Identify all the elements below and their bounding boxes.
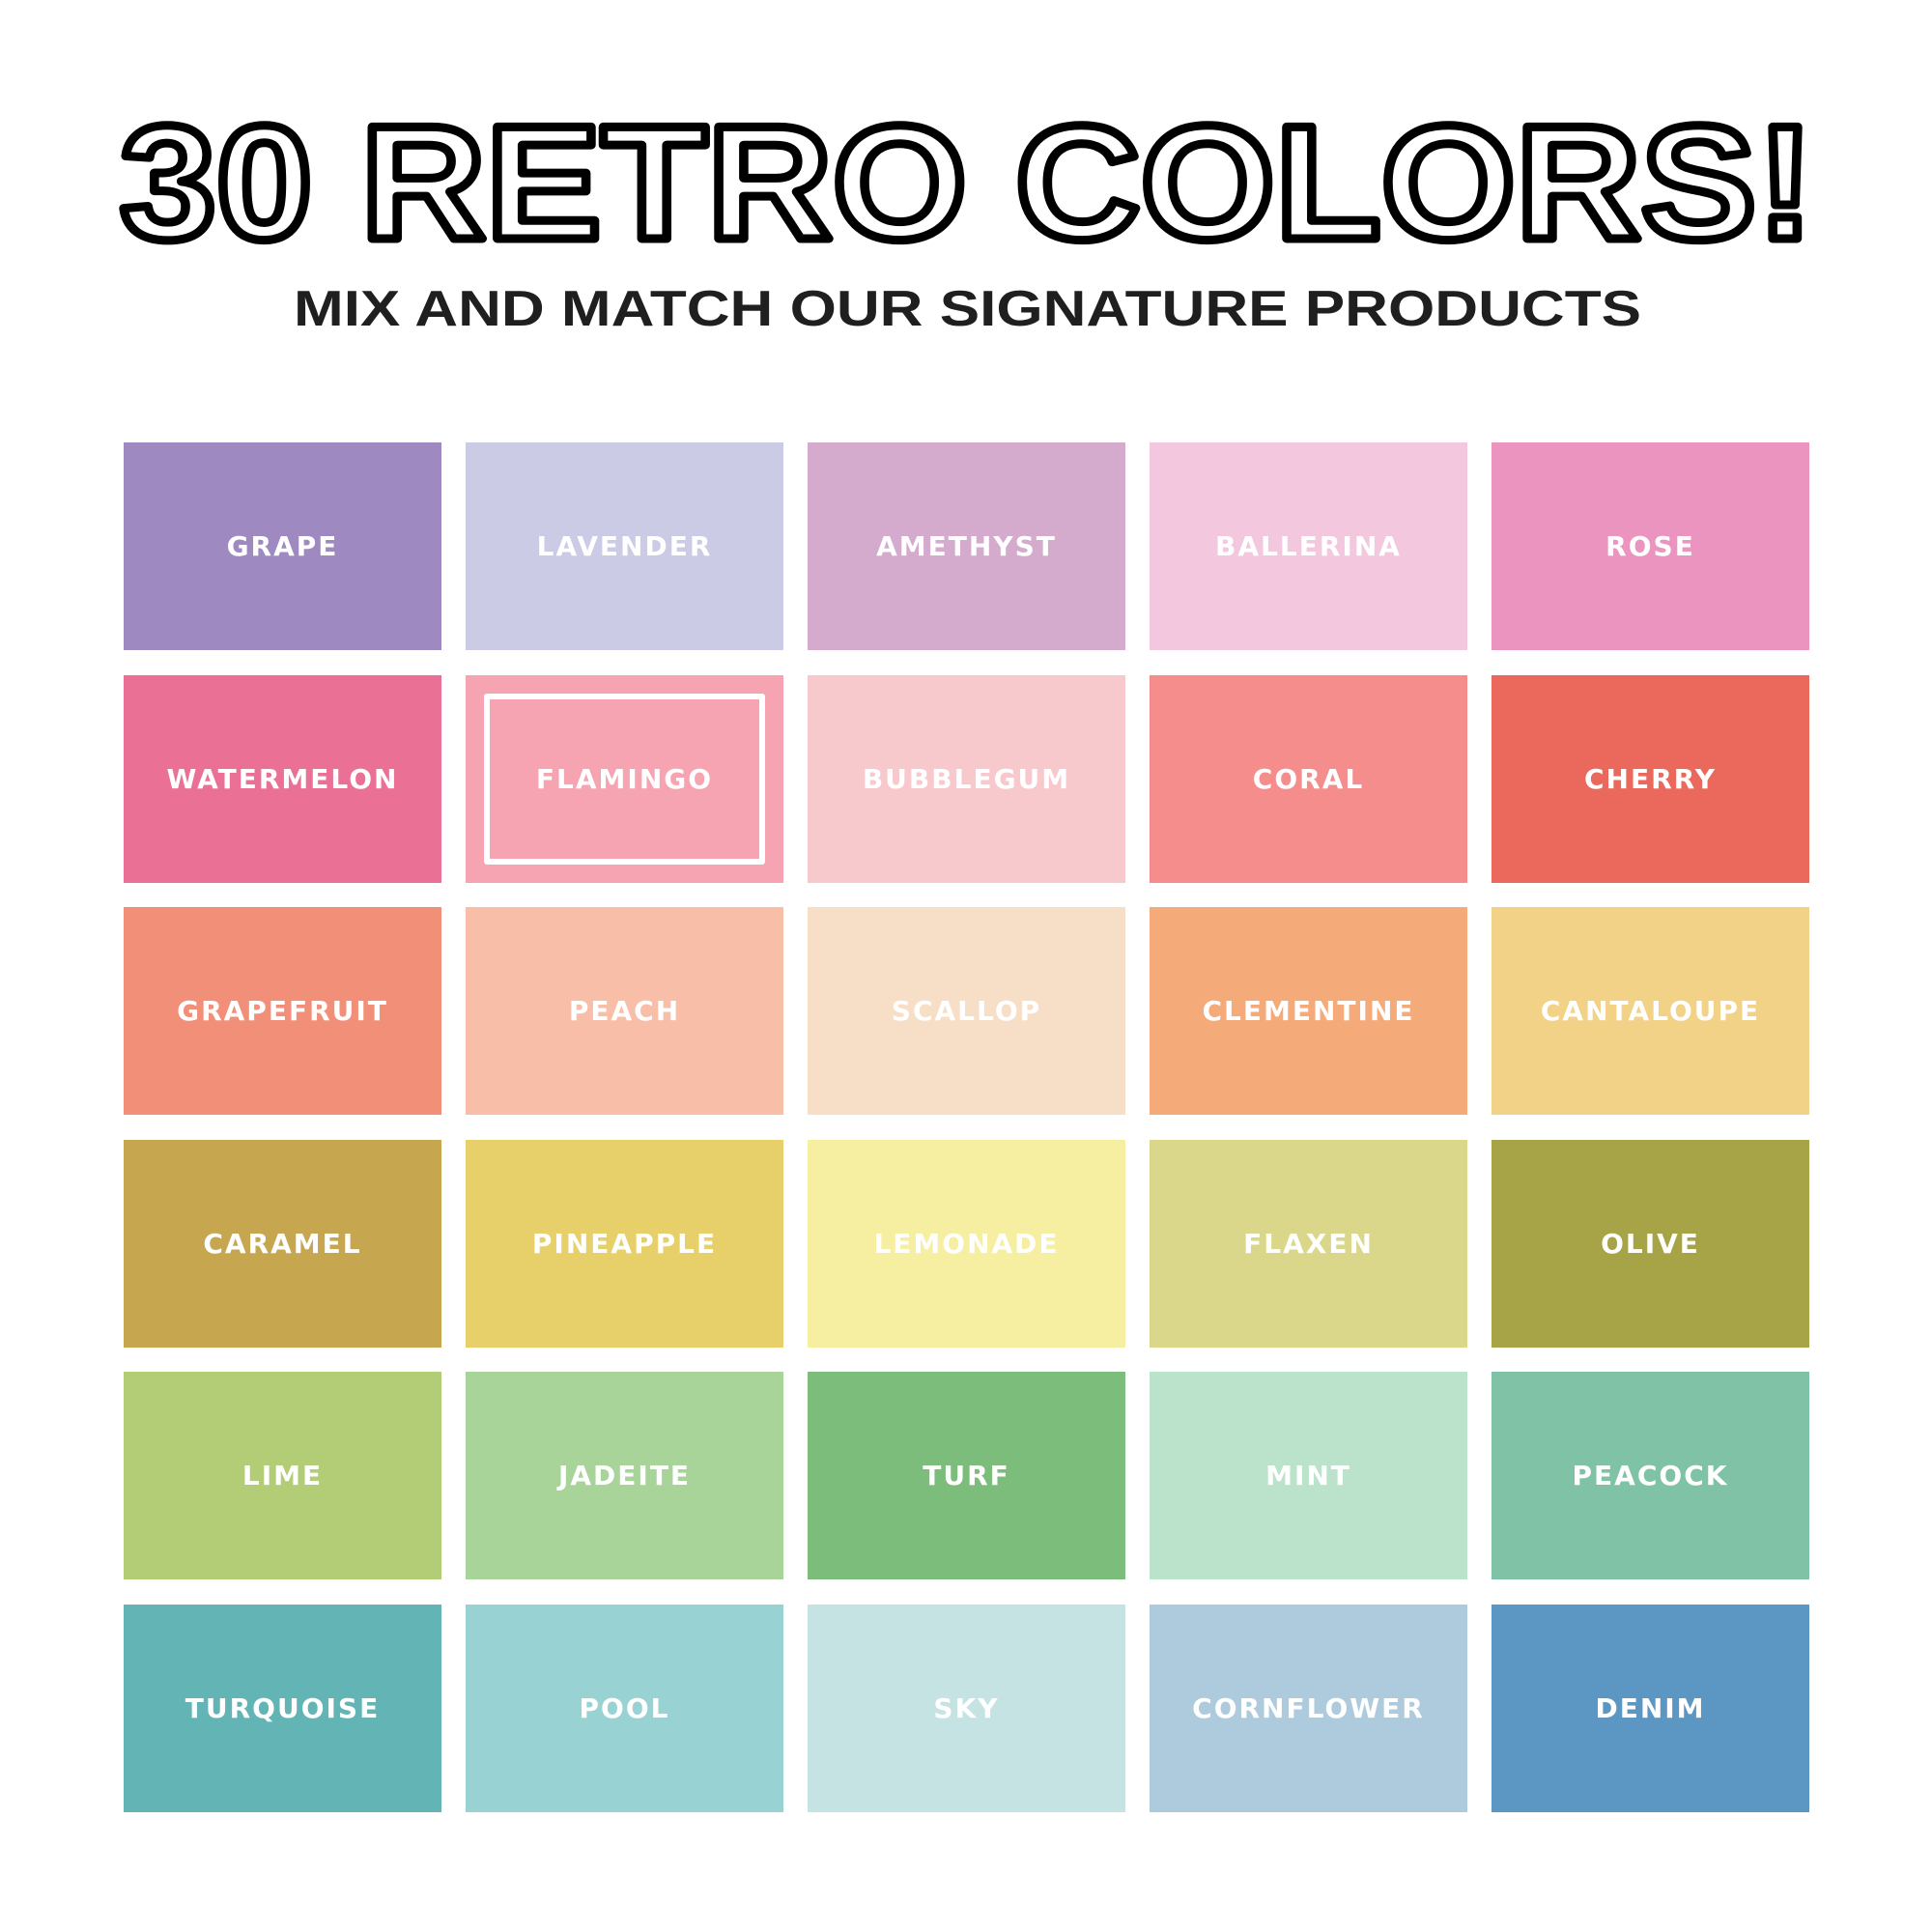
color-swatch-olive[interactable]: OLIVE [1492,1139,1809,1348]
color-swatch-cantaloupe[interactable]: CANTALOUPE [1492,907,1809,1115]
color-swatch-label: JADEITE [557,1460,692,1492]
color-swatch-label: PEACOCK [1572,1460,1729,1492]
color-swatch-coral[interactable]: CORAL [1150,674,1467,883]
color-swatch-pool[interactable]: POOL [466,1604,783,1812]
color-swatch-label: PEACH [568,995,681,1027]
color-swatch-label: LAVENDER [536,530,713,562]
color-swatch-label: ROSE [1605,530,1695,562]
color-swatch-grape[interactable]: GRAPE [124,442,441,650]
color-swatch-watermelon[interactable]: WATERMELON [124,674,441,883]
color-swatch-label: LIME [242,1460,324,1492]
color-swatch-jadeite[interactable]: JADEITE [466,1372,783,1579]
color-swatch-label: CHERRY [1584,762,1717,795]
color-swatch-clementine[interactable]: CLEMENTINE [1150,907,1467,1115]
color-swatch-scallop[interactable]: SCALLOP [808,907,1125,1115]
color-swatch-label: GRAPE [226,530,339,562]
color-swatch-label: TURQUOISE [185,1691,381,1724]
color-swatch-label: TURF [923,1460,1010,1492]
color-swatch-label: FLAXEN [1243,1227,1374,1260]
color-swatch-cornflower[interactable]: CORNFLOWER [1150,1604,1467,1812]
color-swatch-label: BUBBLEGUM [862,762,1071,795]
color-swatch-amethyst[interactable]: AMETHYST [808,442,1125,650]
color-swatch-label: CORNFLOWER [1192,1691,1425,1724]
color-swatch-cherry[interactable]: CHERRY [1492,674,1809,883]
color-swatch-label: CLEMENTINE [1202,995,1415,1027]
color-swatch-bubblegum[interactable]: BUBBLEGUM [808,674,1125,883]
color-swatch-label: OLIVE [1601,1227,1700,1260]
page-subtitle: MIX AND MATCH OUR SIGNATURE PRODUCTS [294,281,1641,337]
color-swatch-mint[interactable]: MINT [1150,1372,1467,1579]
color-swatch-flamingo[interactable]: FLAMINGO [466,674,783,883]
color-swatch-ballerina[interactable]: BALLERINA [1150,442,1467,650]
color-swatch-grapefruit[interactable]: GRAPEFRUIT [124,907,441,1115]
color-swatch-label: CORAL [1252,762,1365,795]
color-swatch-grid: GRAPE LAVENDER AMETHYST BALLERINA ROSE WATERM… [124,442,1809,1812]
color-swatch-label: GRAPEFRUIT [177,995,388,1027]
color-swatch-denim[interactable]: DENIM [1492,1604,1809,1812]
color-swatch-pineapple[interactable]: PINEAPPLE [466,1139,783,1348]
color-swatch-label: BALLERINA [1215,530,1402,562]
color-swatch-label: POOL [579,1691,670,1724]
color-swatch-turquoise[interactable]: TURQUOISE [124,1604,441,1812]
color-swatch-label: WATERMELON [166,762,399,795]
color-swatch-sky[interactable]: SKY [808,1604,1125,1812]
color-swatch-label: LEMONADE [873,1227,1060,1260]
color-swatch-lemonade[interactable]: LEMONADE [808,1139,1125,1348]
color-swatch-turf[interactable]: TURF [808,1372,1125,1579]
color-swatch-label: MINT [1265,1460,1351,1492]
color-swatch-label: CARAMEL [203,1227,362,1260]
color-swatch-label: PINEAPPLE [531,1227,718,1260]
color-swatch-label: SKY [933,1691,1000,1724]
color-swatch-label: FLAMINGO [535,762,714,795]
color-swatch-caramel[interactable]: CARAMEL [124,1139,441,1348]
color-swatch-flaxen[interactable]: FLAXEN [1150,1139,1467,1348]
color-swatch-label: SCALLOP [891,995,1042,1027]
header: 30 RETRO COLORS! MIX AND MATCH OUR SIGNA… [116,88,1819,338]
color-swatch-peach[interactable]: PEACH [466,907,783,1115]
color-swatch-label: DENIM [1595,1691,1706,1724]
page-title: 30 RETRO COLORS! [120,92,1814,273]
color-swatch-label: AMETHYST [876,530,1057,562]
color-swatch-lavender[interactable]: LAVENDER [466,442,783,650]
color-swatch-peacock[interactable]: PEACOCK [1492,1372,1809,1579]
color-swatch-rose[interactable]: ROSE [1492,442,1809,650]
color-swatch-label: CANTALOUPE [1540,995,1761,1027]
color-swatch-lime[interactable]: LIME [124,1372,441,1579]
